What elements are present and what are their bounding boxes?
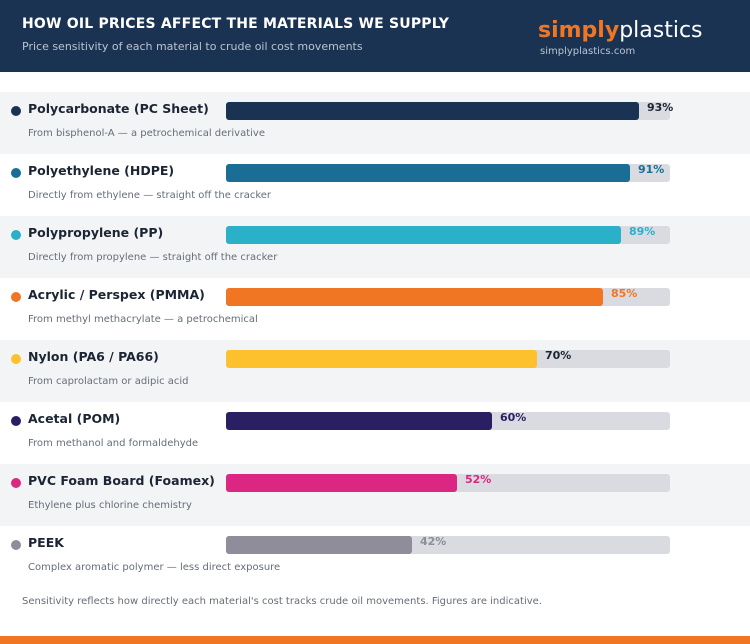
- value-label: 70%: [545, 349, 572, 362]
- value-label: 89%: [629, 225, 656, 238]
- chart-row: PVC Foam Board (Foamex) Ethylene plus chl…: [0, 464, 750, 526]
- material-description: Complex aromatic polymer — less direct e…: [28, 562, 281, 573]
- bar-track: [226, 474, 670, 492]
- material-description: Directly from propylene — straight off t…: [28, 252, 278, 263]
- bar-fill: [226, 164, 630, 182]
- legend-dot-icon: [11, 354, 21, 364]
- bar-track: [226, 412, 670, 430]
- bar-fill: [226, 536, 412, 554]
- legend-dot-icon: [11, 106, 21, 116]
- bar-track: [226, 226, 670, 244]
- brand-name-part2: plastics: [619, 18, 703, 43]
- legend-dot-icon: [11, 230, 21, 240]
- value-label: 91%: [638, 163, 665, 176]
- bar-fill: [226, 288, 603, 306]
- material-description: Directly from ethylene — straight off th…: [28, 190, 272, 201]
- material-name: Nylon (PA6 / PA66): [28, 349, 159, 364]
- bar-fill: [226, 350, 537, 368]
- bar-fill: [226, 226, 621, 244]
- bar-track: [226, 102, 670, 120]
- value-label: 42%: [420, 535, 447, 548]
- material-name: Acetal (POM): [28, 411, 121, 426]
- value-label: 85%: [611, 287, 638, 300]
- chart-row: Polyethylene (HDPE) Directly from ethylen…: [0, 154, 750, 216]
- material-description: From methyl methacrylate — a petrochemic…: [28, 314, 258, 325]
- material-description: From caprolactam or adipic acid: [28, 376, 189, 387]
- footer-accent-bar: [0, 636, 750, 644]
- chart-row: PEEK Complex aromatic polymer — less dire…: [0, 526, 750, 588]
- material-name: Polypropylene (PP): [28, 225, 164, 240]
- chart-row: Acetal (POM) From methanol and formaldehy…: [0, 402, 750, 464]
- legend-dot-icon: [11, 416, 21, 426]
- material-name: PVC Foam Board (Foamex): [28, 473, 215, 488]
- bar-track: [226, 288, 670, 306]
- legend-dot-icon: [11, 168, 21, 178]
- material-description: From bisphenol-A — a petrochemical deriv…: [28, 128, 265, 139]
- brand-logo: simplyplastics: [538, 17, 703, 45]
- chart-row: Acrylic / Perspex (PMMA) From methyl meth…: [0, 278, 750, 340]
- page-title: HOW OIL PRICES AFFECT THE MATERIALS WE S…: [22, 16, 450, 32]
- legend-dot-icon: [11, 478, 21, 488]
- brand-name-part1: simply: [538, 18, 620, 43]
- bar-track: [226, 164, 670, 182]
- value-label: 52%: [465, 473, 492, 486]
- chart-row: Polycarbonate (PC Sheet) From bisphenol-A…: [0, 92, 750, 154]
- legend-dot-icon: [11, 540, 21, 550]
- brand-url: simplyplastics.com: [540, 46, 636, 57]
- material-name: Acrylic / Perspex (PMMA): [28, 287, 205, 302]
- bar-track: [226, 350, 670, 368]
- chart-row: Polypropylene (PP) Directly from propylen…: [0, 216, 750, 278]
- header: HOW OIL PRICES AFFECT THE MATERIALS WE S…: [0, 0, 750, 72]
- bar-fill: [226, 102, 639, 120]
- legend-dot-icon: [11, 292, 21, 302]
- chart-row: Nylon (PA6 / PA66) From caprolactam or ad…: [0, 340, 750, 402]
- bar-track: [226, 536, 670, 554]
- bar-fill: [226, 412, 492, 430]
- bar-fill: [226, 474, 457, 492]
- material-name: PEEK: [28, 535, 64, 550]
- material-description: Ethylene plus chlorine chemistry: [28, 500, 192, 511]
- page-subtitle: Price sensitivity of each material to cr…: [22, 40, 363, 53]
- material-name: Polyethylene (HDPE): [28, 163, 175, 178]
- material-name: Polycarbonate (PC Sheet): [28, 101, 209, 116]
- value-label: 60%: [500, 411, 527, 424]
- material-description: From methanol and formaldehyde: [28, 438, 199, 449]
- value-label: 93%: [647, 101, 674, 114]
- footnote: Sensitivity reflects how directly each m…: [22, 596, 542, 607]
